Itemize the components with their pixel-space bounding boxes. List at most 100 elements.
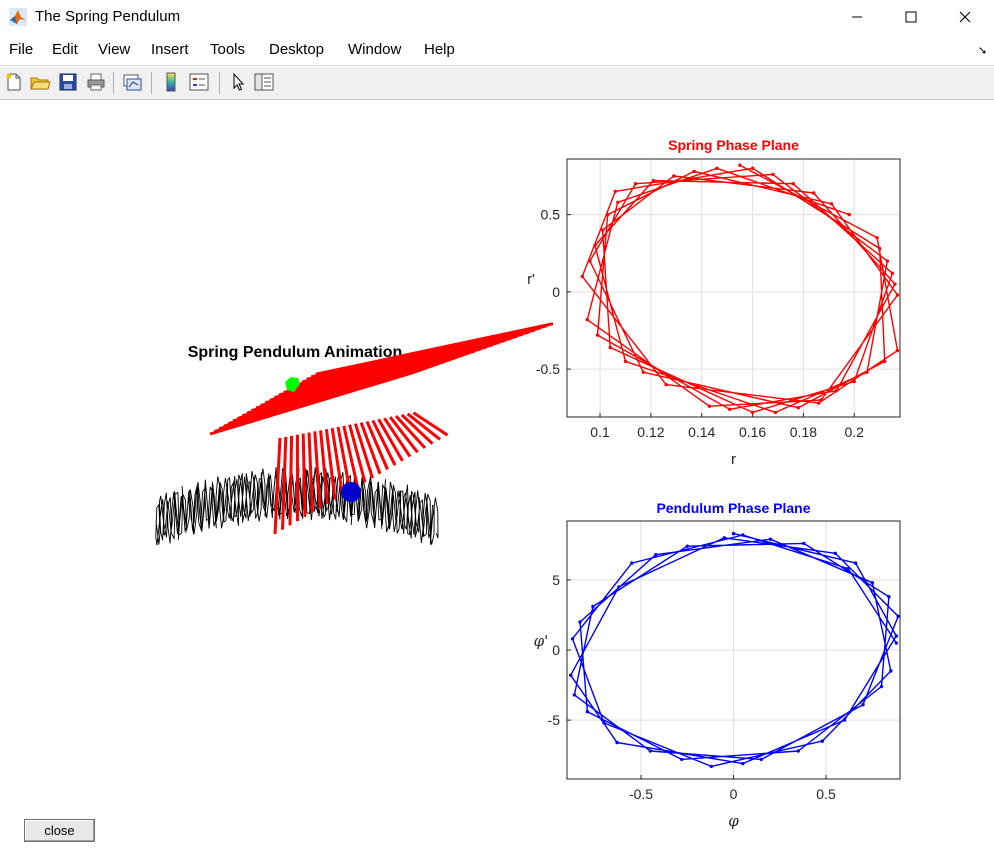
- new-file-icon[interactable]: [3, 71, 25, 93]
- spring-phase-point: [895, 348, 900, 353]
- spring-segment: [273, 437, 282, 535]
- spring-phase-point: [613, 189, 617, 194]
- toolbar: [0, 67, 994, 100]
- spring-segment: [307, 432, 314, 513]
- spring-phase-point: [875, 236, 879, 240]
- menu-desktop[interactable]: Desktop: [269, 41, 325, 58]
- pendulum-phase-point: [648, 749, 652, 753]
- toolbar-separator: [151, 72, 152, 94]
- close-icon: [959, 11, 971, 22]
- dock-figure-icon[interactable]: ➘: [978, 45, 988, 57]
- menu-insert[interactable]: Insert: [151, 41, 189, 58]
- spring-segment: [319, 430, 329, 505]
- spring-ylabel: r': [527, 271, 535, 288]
- pendulum-phase-point: [889, 669, 893, 673]
- menu-window[interactable]: Window: [348, 41, 402, 58]
- pendulum-phase-point: [887, 595, 891, 599]
- toolbar-separator: [219, 72, 220, 94]
- spring-phase-point: [852, 379, 856, 384]
- spring-segment: [383, 417, 412, 458]
- pendulum-phase-line: [570, 532, 899, 768]
- spring-phase-point: [707, 404, 712, 408]
- pendulum-phase-point: [842, 718, 847, 722]
- spring-xtick-label: 0.16: [739, 424, 766, 440]
- pendulum-phase-point: [570, 637, 575, 641]
- spring-phase-point: [750, 410, 755, 415]
- open-folder-icon[interactable]: [29, 71, 51, 93]
- menu-edit[interactable]: Edit: [52, 41, 78, 58]
- pendulum-phase-series: [569, 531, 900, 769]
- spring-segment: [336, 426, 352, 492]
- figure-canvas: Spring Pendulum Animation Spring Phase P…: [0, 101, 994, 862]
- maximize-icon: [905, 11, 917, 22]
- spring-phase-point: [593, 243, 597, 248]
- spring-segment: [412, 411, 449, 437]
- pendulum-xtick-label: 0: [730, 786, 738, 802]
- pendulum-phase-point: [572, 693, 577, 697]
- pendulum-xtick-label: 0.5: [816, 786, 836, 802]
- spring-phase-point: [817, 401, 821, 405]
- pendulum-xtick-label: -0.5: [629, 786, 653, 802]
- pendulum-phase-point: [846, 567, 850, 571]
- pendulum-phase-point: [578, 620, 582, 624]
- spring-phase-point: [750, 166, 755, 170]
- spring-segment: [359, 422, 382, 475]
- menu-help[interactable]: Help: [424, 41, 455, 58]
- animation-axes: Spring Pendulum Animation: [155, 322, 554, 546]
- pendulum-phase-point: [802, 541, 806, 546]
- spring-segment: [406, 412, 441, 441]
- pendulum-xlabel: φ: [728, 812, 739, 830]
- spring-phase-title: Spring Phase Plane: [668, 137, 799, 153]
- spring-phase-point: [847, 212, 851, 217]
- pendulum-phase-point: [833, 551, 837, 555]
- matlab-logo-icon: [9, 8, 27, 26]
- save-icon[interactable]: [57, 71, 79, 93]
- menu-view[interactable]: View: [98, 41, 131, 58]
- spring-phase-point: [623, 359, 628, 364]
- spring-segment: [315, 322, 554, 376]
- spring-phase-series: [580, 163, 900, 415]
- pendulum-phase-point: [759, 757, 763, 762]
- spring-phase-point: [600, 228, 605, 232]
- spring-phase-point: [588, 259, 592, 263]
- spring-tick-labels: 0.1 0.12 0.14 0.16 0.18 0.2 0.5 0 -0.5: [536, 207, 864, 440]
- spring-phase-point: [664, 382, 668, 387]
- menu-tools[interactable]: Tools: [210, 41, 246, 58]
- spring-ytick-label: 0: [552, 284, 560, 300]
- pendulum-ytick-label: 5: [552, 572, 560, 588]
- spring-lines: [209, 322, 554, 535]
- spring-phase-point: [633, 182, 638, 186]
- pendulum-phase-point: [820, 739, 824, 743]
- spring-phase-point: [796, 406, 800, 410]
- pendulum-phase-point: [870, 581, 874, 585]
- pendulum-phase-point: [722, 536, 726, 540]
- close-button[interactable]: close: [24, 819, 95, 842]
- pendulum-phase-point: [741, 761, 745, 766]
- menu-file[interactable]: File: [9, 41, 34, 58]
- figure-plots: Spring Pendulum Animation Spring Phase P…: [155, 137, 901, 830]
- spring-phase-point: [608, 345, 612, 350]
- property-editor-icon[interactable]: [253, 71, 275, 93]
- spring-segment: [281, 436, 288, 530]
- spring-xtick-label: 0.1: [590, 424, 610, 440]
- colorbar-icon[interactable]: [160, 71, 182, 93]
- link-plot-icon[interactable]: [121, 71, 143, 93]
- spring-phase-plane-axes: Spring Phase Plane 0.1 0.12 0.14 0.16 0.18 0.…: [527, 137, 901, 468]
- maximize-button[interactable]: [888, 0, 934, 33]
- spring-segment: [365, 420, 389, 471]
- spring-xtick-label: 0.18: [790, 424, 817, 440]
- print-icon[interactable]: [85, 71, 107, 93]
- pendulum-ytick-label: 0: [552, 642, 560, 658]
- close-window-button[interactable]: [942, 0, 988, 33]
- spring-segment: [394, 414, 427, 450]
- legend-icon[interactable]: [188, 71, 210, 93]
- pendulum-phase-plane-axes: Pendulum Phase Plane -0.5 0 0.5 5 0 -5 φ φ': [534, 500, 901, 830]
- pivot-marker: [285, 377, 300, 392]
- spring-phase-point: [773, 410, 778, 415]
- spring-phase-point: [692, 169, 696, 174]
- spring-phase-point: [641, 370, 645, 374]
- minimize-icon: [852, 16, 862, 17]
- minimize-button[interactable]: [834, 0, 880, 33]
- pointer-icon[interactable]: [227, 71, 249, 93]
- toolbar-separator: [113, 72, 114, 94]
